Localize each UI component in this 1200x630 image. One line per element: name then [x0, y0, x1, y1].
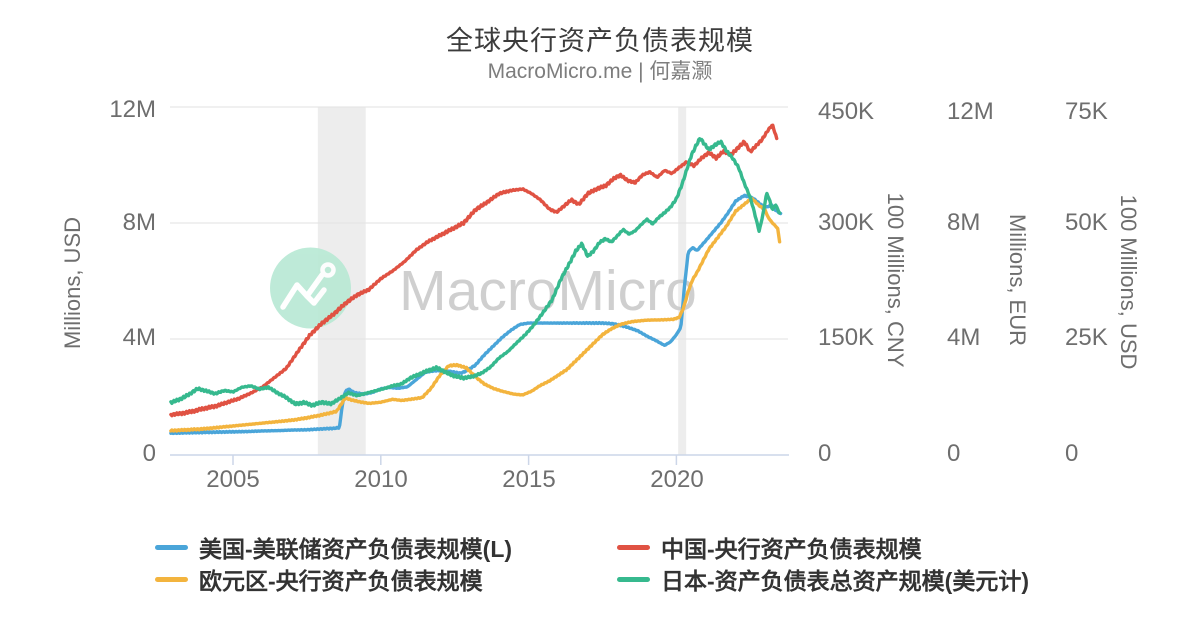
series-line-1: [169, 123, 779, 418]
legend-label-us: 美国-美联储资产负债表规模(L): [199, 536, 513, 562]
legend-swatch-japan: [617, 576, 650, 582]
chart-title: 全球央行资产负债表规模: [446, 26, 754, 56]
cny-axis-tick-0: 0: [818, 440, 832, 467]
legend-label-china: 中国-央行资产负债表规模: [661, 536, 922, 562]
legend-item-us[interactable]: 美国-美联储资产负债表规模(L): [155, 532, 512, 562]
series-line-0: [169, 193, 783, 436]
left-axis-tick-8m: 8M: [122, 209, 156, 236]
legend-label-eurozone: 欧元区-央行资产负债表规模: [199, 568, 483, 594]
x-axis-label-2010: 2010: [354, 466, 408, 493]
left-axis-tick-12m: 12M: [109, 96, 156, 123]
cny-axis-title: 100 Millions, CNY: [883, 192, 908, 368]
cny-axis-tick-300k: 300K: [818, 209, 875, 236]
left-axis-tick-4m: 4M: [122, 324, 156, 351]
legend-label-japan: 日本-资产负债表总资产规模(美元计): [661, 568, 1029, 594]
left-axis-tick-0: 0: [142, 440, 156, 467]
usd100m-axis-tick-50k: 50K: [1065, 209, 1108, 236]
cny-axis-tick-150k: 150K: [818, 324, 875, 351]
legend-item-eurozone[interactable]: 欧元区-央行资产负债表规模: [155, 564, 483, 594]
eur-axis-tick-8m: 8M: [947, 209, 981, 236]
recession-band: [678, 107, 687, 455]
x-axis-label-2015: 2015: [502, 466, 556, 493]
legend-swatch-eurozone: [155, 576, 188, 582]
svg-text:MacroMicro: MacroMicro: [399, 259, 697, 323]
usd100m-axis-tick-25k: 25K: [1065, 324, 1108, 351]
legend-item-japan[interactable]: 日本-资产负债表总资产规模(美元计): [617, 564, 1029, 594]
eur-axis-tick-12m: 12M: [947, 98, 994, 125]
left-axis-title: Millions, USD: [60, 216, 85, 350]
usd100m-axis-tick-0: 0: [1065, 440, 1079, 467]
x-axis-label-2020: 2020: [650, 466, 704, 493]
legend-swatch-china: [617, 544, 650, 550]
cny-axis-tick-450k: 450K: [818, 98, 875, 125]
chart-subtitle: MacroMicro.me | 何嘉灏: [487, 60, 713, 83]
eur-axis-title: Millions, EUR: [1005, 213, 1030, 347]
series-line-3: [169, 137, 782, 408]
usd100m-axis-tick-75k: 75K: [1065, 98, 1108, 125]
macromicro-watermark: MacroMicro: [270, 247, 697, 329]
legend-swatch-us: [155, 544, 188, 550]
usd100m-axis-title: 100 Millions, USD: [1116, 194, 1141, 370]
eur-axis-tick-4m: 4M: [947, 324, 981, 351]
x-axis-label-2005: 2005: [206, 466, 260, 493]
legend-item-china[interactable]: 中国-央行资产负债表规模: [617, 532, 922, 562]
eur-axis-tick-0: 0: [947, 440, 961, 467]
